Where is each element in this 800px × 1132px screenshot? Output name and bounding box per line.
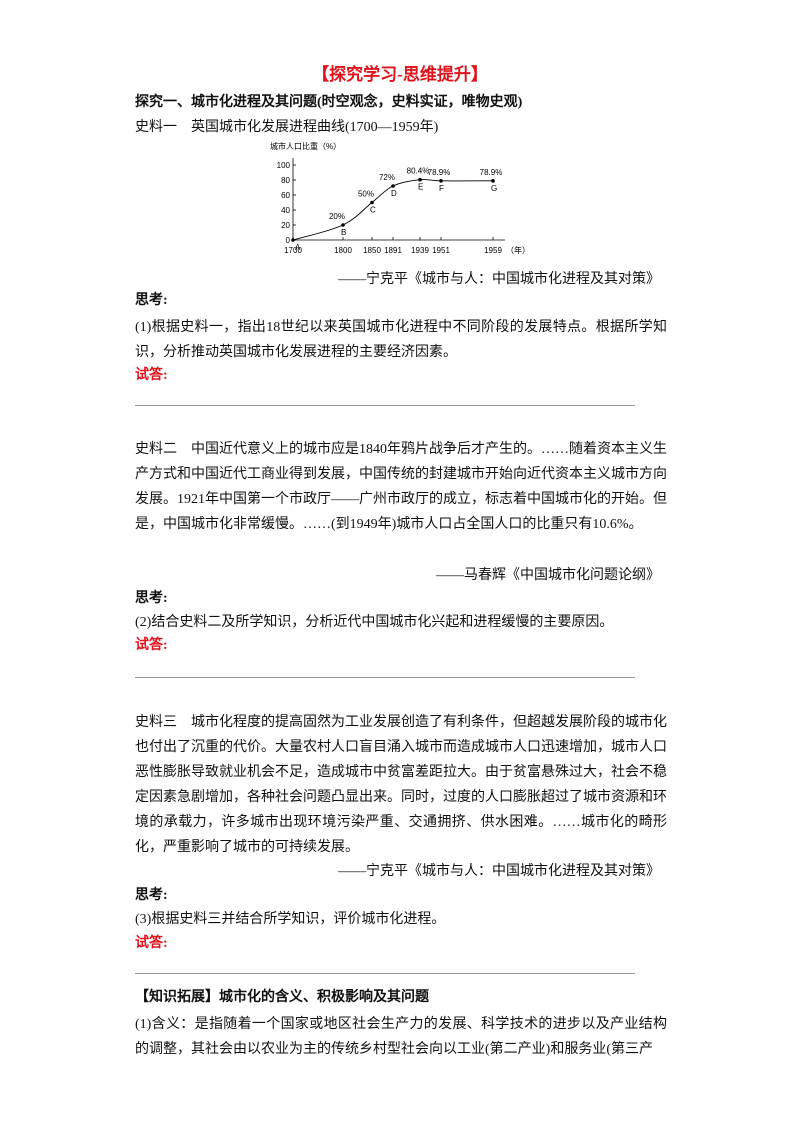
value-label: 72%	[379, 173, 395, 182]
y-tick-label: 40	[281, 206, 290, 215]
source-text: 英国城市化发展进程曲线(1700—1959年)	[191, 120, 439, 135]
data-point	[370, 200, 374, 205]
data-point	[418, 177, 422, 182]
question: (2)结合史料二及所学知识，分析近代中国城市化兴起和进程缓慢的主要原因。	[135, 615, 614, 630]
answer-label: 试答:	[135, 936, 168, 951]
citation: ——马春辉《中国城市化问题论纲》	[436, 568, 660, 583]
extension-text: (1)含义：是指随着一个国家或地区社会生产力的发展、科学技术的进步以及产业结构的…	[135, 1017, 667, 1057]
answer-line	[135, 405, 635, 406]
x-tick-label: 1700	[284, 246, 302, 255]
x-tick-label: 1891	[384, 246, 402, 255]
y-tick-label: 60	[281, 191, 290, 200]
x-tick-label: 1800	[334, 246, 352, 255]
x-tick-label: 1959	[484, 246, 502, 255]
point-label: C	[370, 206, 376, 215]
point-label: G	[491, 184, 497, 193]
data-point	[439, 179, 443, 183]
data-point	[491, 179, 495, 183]
point-label: B	[341, 228, 346, 237]
x-tick-label: 1939	[411, 246, 429, 255]
chart: 城市人口比重（%） 0 20 40 60 80 100 1700 1800 1850 1891 193…	[270, 141, 530, 255]
think-label: 思考:	[135, 293, 168, 308]
source-paragraph: 史料一 英国城市化发展进程曲线(1700—1959年)	[135, 115, 667, 140]
think-label: 思考:	[135, 591, 168, 606]
extension-label: 【知识拓展】城市化的含义、积极影响及其问题	[135, 990, 429, 1005]
citation: ——宁克平《城市与人：中国城市化进程及其对策》	[338, 272, 660, 287]
value-label: 20%	[329, 212, 345, 221]
source-text: 中国近代意义上的城市应是1840年鸦片战争后才产生的。……随着资本主义生产方式和…	[135, 442, 667, 532]
y-tick-label: 20	[281, 221, 290, 230]
value-label: 78.9%	[428, 168, 451, 177]
source-paragraph: 史料三 城市化程度的提高固然为工业发展创造了有利条件，但超越发展阶段的城市化也付出…	[135, 710, 667, 860]
data-point	[291, 238, 295, 242]
think-label: 思考:	[135, 888, 168, 903]
value-label: 50%	[358, 190, 374, 199]
point-label: F	[439, 184, 444, 193]
answer-label: 试答:	[135, 368, 168, 383]
source-text: 城市化程度的提高固然为工业发展创造了有利条件，但超越发展阶段的城市化也付出了沉重…	[135, 715, 667, 855]
data-point	[341, 223, 345, 227]
point-label: E	[418, 183, 423, 192]
question: (1)根据史料一，指出18世纪以来英国城市化进程中不同阶段的发展特点。根据所学知…	[135, 320, 667, 360]
answer-line	[135, 973, 635, 974]
question: (3)根据史料三并结合所学知识，评价城市化进程。	[135, 912, 446, 927]
point-label: D	[391, 189, 397, 198]
citation: ——宁克平《城市与人：中国城市化进程及其对策》	[338, 864, 660, 879]
point-label: A	[295, 243, 301, 252]
y-tick-label: 100	[277, 161, 291, 170]
value-label: 78.9%	[480, 168, 503, 177]
data-point	[391, 184, 395, 188]
y-tick-label: 80	[281, 176, 290, 185]
source-label: 史料三	[135, 715, 177, 730]
answer-label: 试答:	[135, 638, 168, 653]
source-label: 史料二	[135, 442, 177, 457]
title: 【探究学习-思维提升】	[312, 65, 488, 84]
heading: 探究一、城市化进程及其问题(时空观念，史料实证，唯物史观)	[135, 95, 523, 110]
answer-line	[135, 677, 635, 678]
x-axis-unit: （年）	[506, 245, 530, 255]
y-axis-label: 城市人口比重（%）	[270, 141, 341, 151]
source-paragraph: 史料二 中国近代意义上的城市应是1840年鸦片战争后才产生的。……随着资本主义生产…	[135, 437, 667, 537]
y-tick-label: 0	[286, 236, 291, 245]
source-label: 史料一	[135, 120, 177, 135]
value-label: 80.4%	[407, 167, 430, 176]
x-tick-label: 1850	[363, 246, 381, 255]
x-tick-label: 1951	[432, 246, 450, 255]
